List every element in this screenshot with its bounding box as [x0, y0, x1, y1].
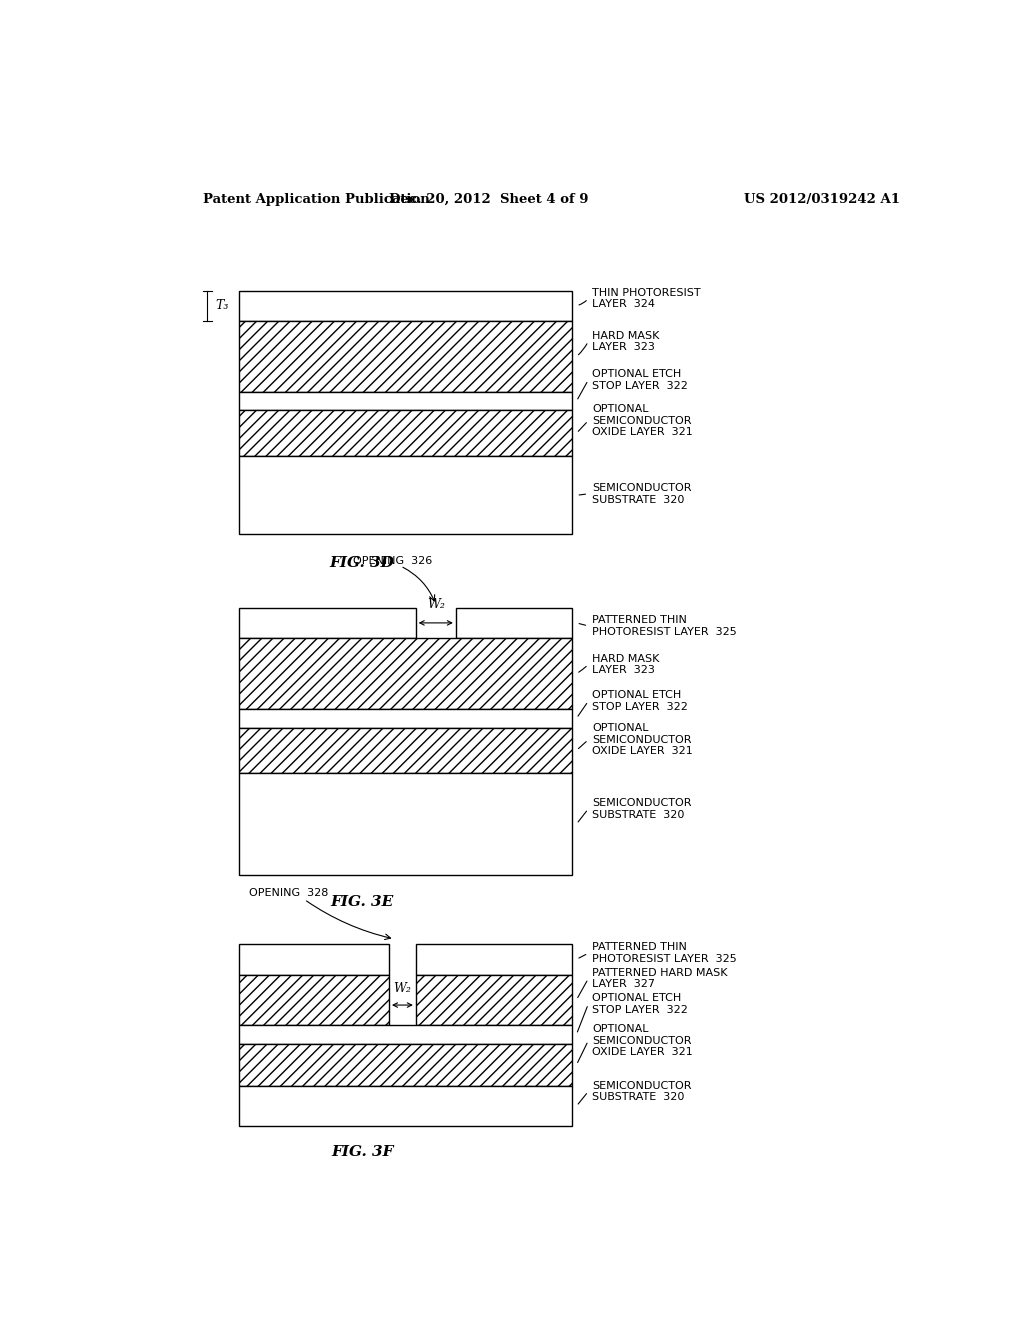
Bar: [240, 1086, 572, 1126]
Text: SEMICONDUCTOR
SUBSTRATE  320: SEMICONDUCTOR SUBSTRATE 320: [592, 1081, 692, 1102]
Text: THIN PHOTORESIST
LAYER  324: THIN PHOTORESIST LAYER 324: [592, 288, 700, 309]
Text: PATTERNED THIN
PHOTORESIST LAYER  325: PATTERNED THIN PHOTORESIST LAYER 325: [592, 942, 737, 964]
Text: FIG. 3F: FIG. 3F: [331, 1146, 393, 1159]
Text: OPTIONAL ETCH
STOP LAYER  322: OPTIONAL ETCH STOP LAYER 322: [592, 690, 688, 711]
Text: US 2012/0319242 A1: US 2012/0319242 A1: [744, 193, 900, 206]
Bar: [240, 1044, 572, 1086]
Text: T₃: T₃: [215, 300, 228, 313]
Text: FIG. 3E: FIG. 3E: [331, 895, 394, 909]
Text: OPENING  326: OPENING 326: [352, 556, 432, 566]
Bar: [240, 727, 572, 774]
Bar: [240, 774, 572, 875]
Bar: [240, 709, 572, 727]
Bar: [240, 607, 416, 638]
Text: FIG. 3D: FIG. 3D: [330, 556, 394, 570]
Text: OPTIONAL ETCH
STOP LAYER  322: OPTIONAL ETCH STOP LAYER 322: [592, 370, 688, 391]
Bar: [240, 457, 572, 535]
Bar: [456, 607, 572, 638]
Text: OPTIONAL
SEMICONDUCTOR
OXIDE LAYER  321: OPTIONAL SEMICONDUCTOR OXIDE LAYER 321: [592, 404, 693, 437]
Bar: [240, 321, 572, 392]
Bar: [416, 974, 572, 1026]
Bar: [240, 944, 389, 974]
Text: SEMICONDUCTOR
SUBSTRATE  320: SEMICONDUCTOR SUBSTRATE 320: [592, 799, 692, 820]
Bar: [240, 392, 572, 411]
Text: PATTERNED THIN
PHOTORESIST LAYER  325: PATTERNED THIN PHOTORESIST LAYER 325: [592, 615, 737, 636]
Bar: [240, 411, 572, 457]
Bar: [240, 1026, 572, 1044]
Text: OPTIONAL ETCH
STOP LAYER  322: OPTIONAL ETCH STOP LAYER 322: [592, 993, 688, 1015]
Bar: [240, 638, 572, 709]
Text: SEMICONDUCTOR
SUBSTRATE  320: SEMICONDUCTOR SUBSTRATE 320: [592, 483, 692, 504]
Text: HARD MASK
LAYER  323: HARD MASK LAYER 323: [592, 330, 659, 352]
Text: W₂: W₂: [427, 598, 444, 611]
Bar: [240, 974, 389, 1026]
Text: OPENING  328: OPENING 328: [249, 888, 328, 898]
Text: OPTIONAL
SEMICONDUCTOR
OXIDE LAYER  321: OPTIONAL SEMICONDUCTOR OXIDE LAYER 321: [592, 723, 693, 756]
Bar: [240, 290, 572, 321]
Text: HARD MASK
LAYER  323: HARD MASK LAYER 323: [592, 653, 659, 676]
Text: OPTIONAL
SEMICONDUCTOR
OXIDE LAYER  321: OPTIONAL SEMICONDUCTOR OXIDE LAYER 321: [592, 1024, 693, 1057]
Text: W₂: W₂: [393, 982, 412, 995]
Text: PATTERNED HARD MASK
LAYER  327: PATTERNED HARD MASK LAYER 327: [592, 968, 728, 990]
Text: Dec. 20, 2012  Sheet 4 of 9: Dec. 20, 2012 Sheet 4 of 9: [389, 193, 589, 206]
Text: Patent Application Publication: Patent Application Publication: [204, 193, 430, 206]
Bar: [416, 944, 572, 974]
